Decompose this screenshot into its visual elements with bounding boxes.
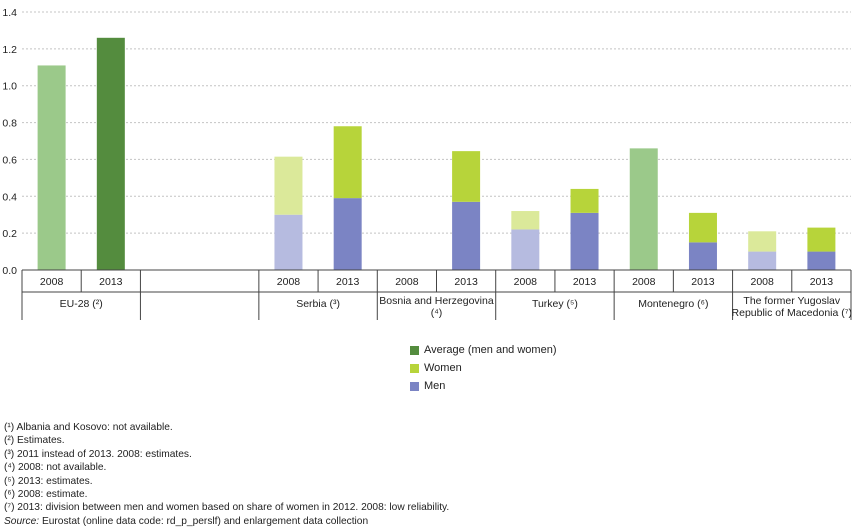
footnote: (⁶) 2008: estimate. bbox=[4, 489, 88, 501]
group-label: Montenegro (⁶) bbox=[638, 298, 708, 310]
group-label: The former Yugoslav Republic of Macedonia… bbox=[732, 295, 853, 319]
x-tick-label: 2013 bbox=[810, 276, 834, 288]
footnote: (²) Estimates. bbox=[4, 435, 65, 447]
source-note: Source: Eurostat (online data code: rd_p… bbox=[4, 515, 449, 528]
x-tick-label: 2008 bbox=[750, 276, 774, 288]
x-tick-label: 2008 bbox=[632, 276, 656, 288]
bar-women bbox=[333, 126, 362, 199]
legend-item-men: Men bbox=[410, 377, 556, 395]
bar-men bbox=[452, 201, 481, 270]
bar-men bbox=[688, 242, 717, 270]
y-tick-label: 1.2 bbox=[2, 44, 17, 56]
bar-women bbox=[807, 227, 836, 252]
bar-men bbox=[748, 251, 777, 270]
x-tick-label: 2013 bbox=[454, 276, 478, 288]
bar-average bbox=[37, 65, 66, 270]
y-tick-label: 0.6 bbox=[2, 154, 17, 166]
footnote: (⁴) 2008: not available. bbox=[4, 462, 107, 474]
legend-item-women: Women bbox=[410, 359, 556, 377]
bar-men bbox=[807, 251, 836, 270]
bar-average bbox=[96, 37, 125, 270]
legend-swatch-men bbox=[410, 381, 419, 391]
x-tick-label: 2008 bbox=[40, 276, 64, 288]
bar-chart: 0.0 0.2 0.4 0.6 0.8 1.0 1.2 1.4 2008 2013 2008 2013… bbox=[2, 7, 853, 320]
group-label: Serbia (³) bbox=[296, 298, 340, 310]
footnote: (⁵) 2013: estimates. bbox=[4, 475, 93, 487]
legend-label-women: Women bbox=[424, 362, 462, 374]
footnote: (³) 2011 instead of 2013. 2008: estimate… bbox=[4, 448, 192, 460]
x-tick-label: 2008 bbox=[277, 276, 301, 288]
y-tick-label: 1.0 bbox=[2, 81, 17, 93]
source-text: Eurostat (online data code: rd_p_perslf)… bbox=[39, 515, 369, 527]
y-tick-label: 0.0 bbox=[2, 265, 17, 277]
legend-label-average: Average (men and women) bbox=[424, 344, 557, 356]
bar-average bbox=[629, 148, 658, 270]
footnote: (⁷) 2013: division between men and women… bbox=[4, 502, 450, 514]
legend-swatch-women bbox=[410, 363, 419, 373]
bar-women bbox=[511, 211, 540, 230]
bar-men bbox=[333, 198, 362, 270]
bar-women bbox=[688, 212, 717, 243]
group-label: Bosnia and Herzegovina (⁴) bbox=[379, 295, 494, 319]
y-tick-label: 1.4 bbox=[2, 7, 17, 19]
legend-swatch-average bbox=[410, 345, 419, 355]
x-tick-label: 2013 bbox=[336, 276, 360, 288]
legend-item-average: Average (men and women) bbox=[410, 341, 556, 359]
group-label: EU-28 (²) bbox=[60, 298, 103, 310]
bar-men bbox=[274, 214, 303, 270]
x-tick-label: 2008 bbox=[514, 276, 538, 288]
bar-women bbox=[748, 231, 777, 252]
chart-legend: Average (men and women) Women Men bbox=[410, 341, 556, 395]
x-tick-label: 2013 bbox=[99, 276, 123, 288]
x-tick-label: 2008 bbox=[395, 276, 419, 288]
bar-women bbox=[274, 156, 303, 215]
x-tick-label: 2013 bbox=[691, 276, 715, 288]
footnotes: (¹) Albania and Kosovo: not available. (… bbox=[4, 421, 449, 528]
bar-women bbox=[452, 151, 481, 202]
legend-label-men: Men bbox=[424, 380, 446, 392]
footnote: (¹) Albania and Kosovo: not available. bbox=[4, 422, 173, 433]
x-tick-label: 2013 bbox=[573, 276, 597, 288]
y-tick-label: 0.4 bbox=[2, 191, 17, 203]
bar-women bbox=[570, 188, 599, 213]
group-label: Turkey (⁵) bbox=[532, 298, 578, 310]
y-tick-label: 0.2 bbox=[2, 228, 17, 240]
source-label: Source: bbox=[4, 515, 40, 527]
y-tick-label: 0.8 bbox=[2, 118, 17, 130]
bar-men bbox=[570, 212, 599, 270]
bar-men bbox=[511, 229, 540, 270]
